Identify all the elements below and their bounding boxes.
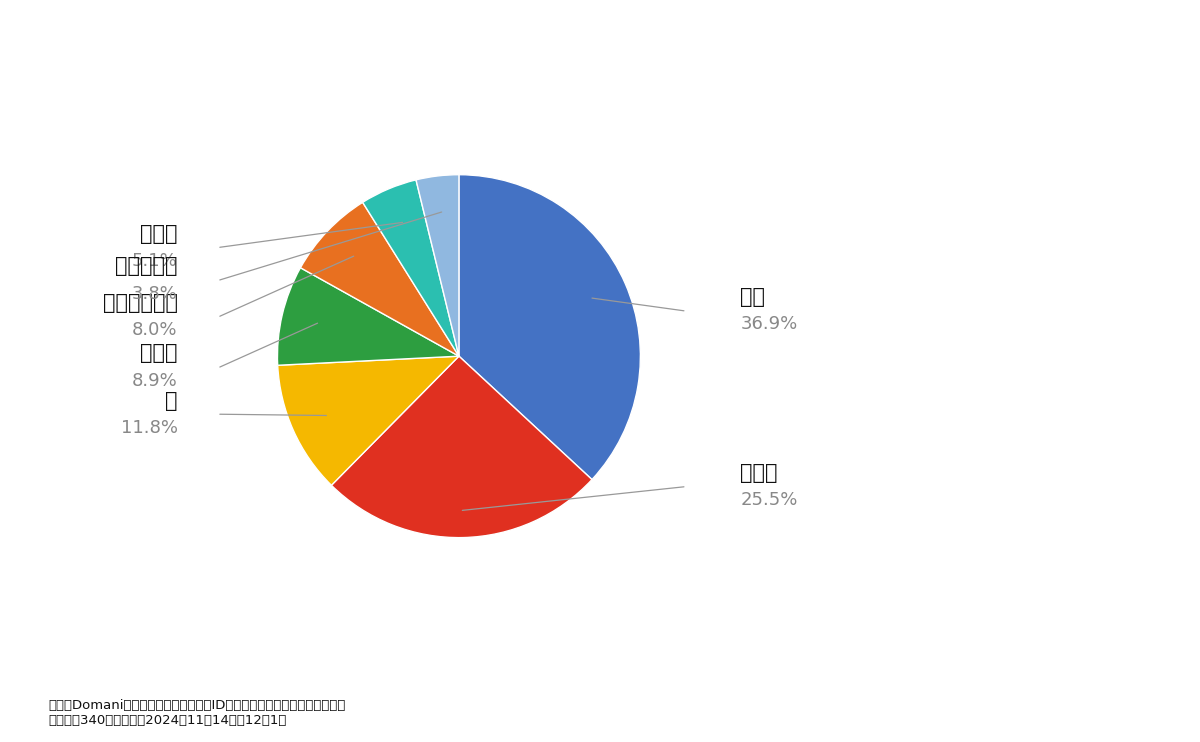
Text: その他: その他	[140, 223, 178, 243]
Text: 塩: 塩	[166, 390, 178, 410]
Text: 醒油: 醒油	[740, 287, 766, 307]
Wedge shape	[362, 180, 458, 356]
Wedge shape	[277, 268, 458, 365]
Text: 塩胡椒: 塩胡椒	[740, 463, 778, 483]
Text: 11.8%: 11.8%	[121, 418, 178, 437]
Wedge shape	[300, 203, 458, 356]
Wedge shape	[416, 174, 458, 356]
Text: 3.8%: 3.8%	[132, 284, 178, 303]
Text: 対象：Domaniのメルマガ会員。小学館IDアンケートフォームによる回答。
回答数：340　　期間：2024年11月14日～12月1日: 対象：Domaniのメルマガ会員。小学館IDアンケートフォームによる回答。 回答…	[48, 699, 346, 727]
Text: 何もかけない: 何もかけない	[103, 292, 178, 312]
Wedge shape	[277, 356, 458, 485]
Wedge shape	[331, 356, 592, 538]
Text: 36.9%: 36.9%	[740, 315, 798, 333]
Text: 8.0%: 8.0%	[132, 321, 178, 339]
Text: ソース: ソース	[140, 344, 178, 364]
Text: 5.1%: 5.1%	[132, 252, 178, 270]
Text: 25.5%: 25.5%	[740, 491, 798, 510]
Text: マヨネーズ: マヨネーズ	[115, 256, 178, 276]
Text: 8.9%: 8.9%	[132, 372, 178, 390]
Wedge shape	[458, 174, 641, 479]
